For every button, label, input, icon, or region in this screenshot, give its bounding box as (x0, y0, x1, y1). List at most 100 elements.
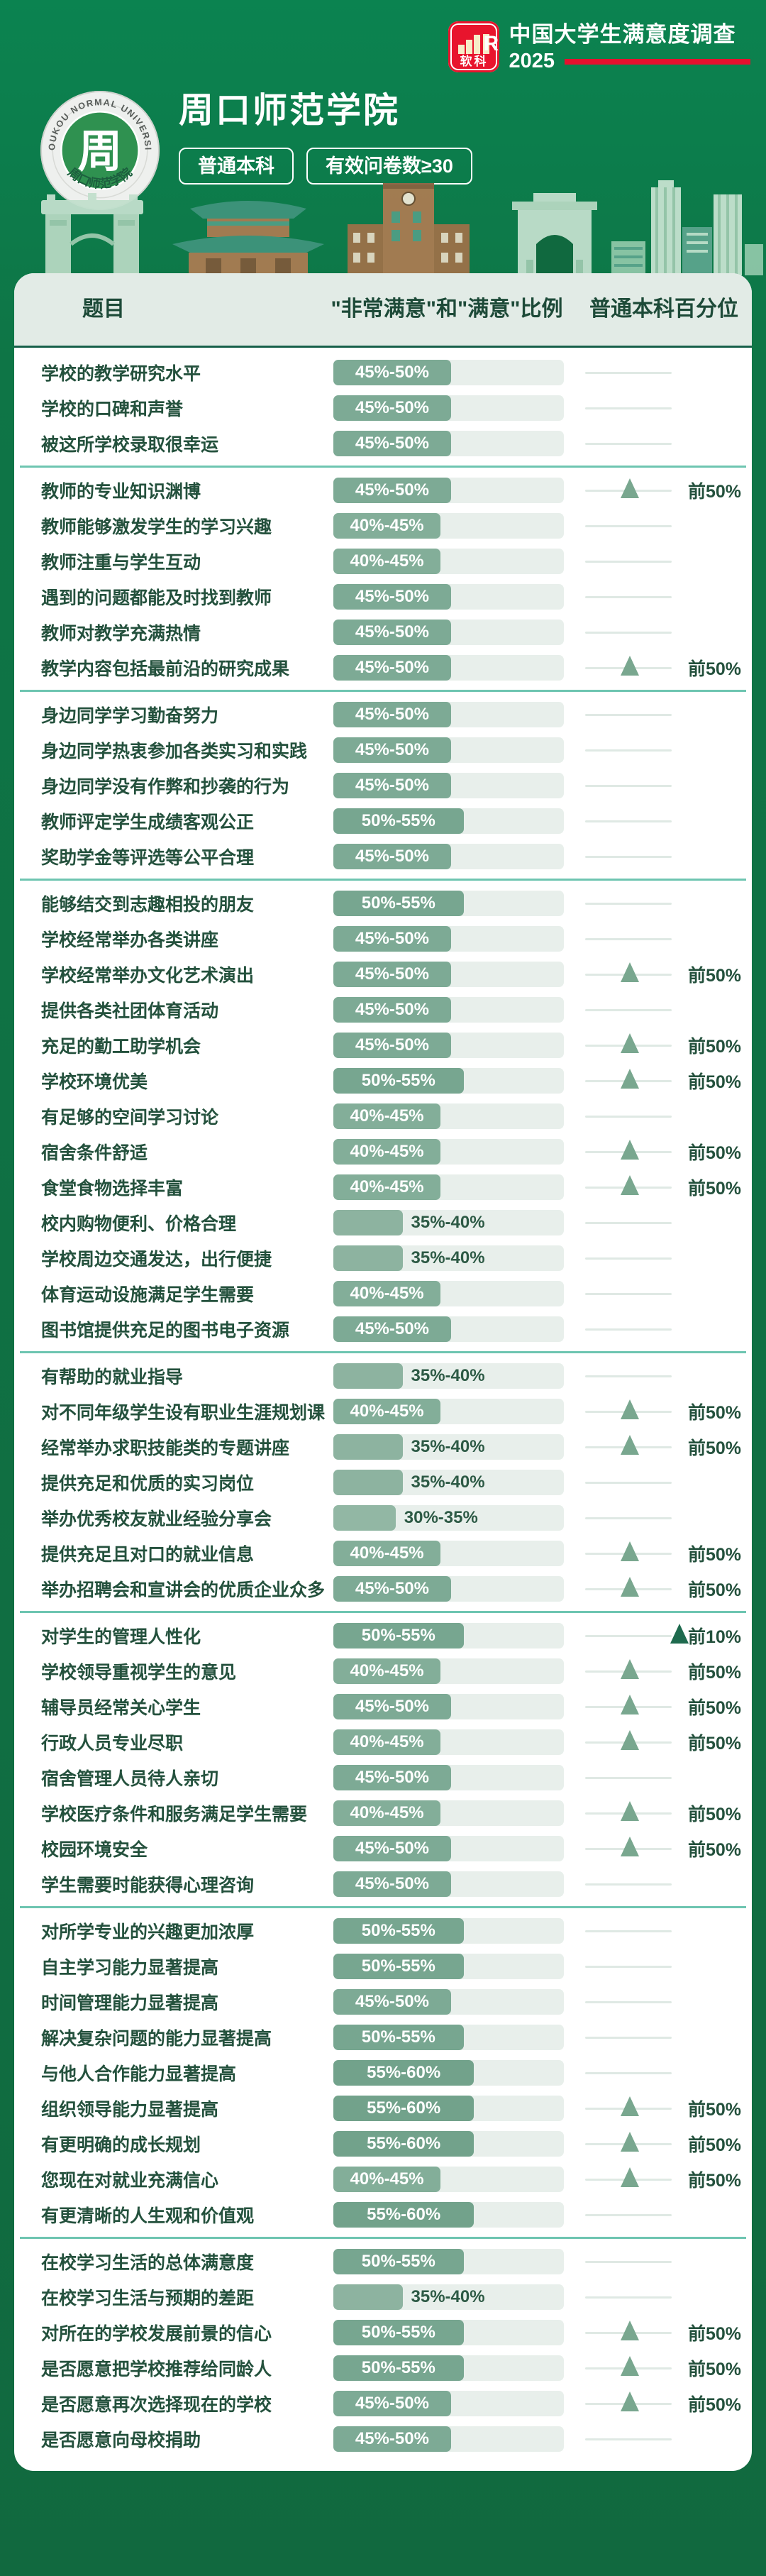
question-label: 学校经常举办文化艺术演出 (41, 966, 255, 986)
question-label: 对所在的学校发展前景的信心 (41, 2324, 272, 2344)
satisfaction-bar-fill: 45%-50% (333, 1576, 451, 1602)
table-row: 经常举办求职技能类的专题讲座 35%-40% 前50% (14, 1429, 752, 1465)
satisfaction-bar-fill: 45%-50% (333, 431, 451, 456)
percentile-cell (585, 1949, 752, 1984)
table-row: 体育运动设施满足学生需要 40%-45% (14, 1276, 752, 1311)
percentile-cell: 前50% (585, 1169, 752, 1205)
percentile-cell (585, 390, 752, 426)
table-row: 提供充足且对口的就业信息 40%-45% 前50% (14, 1536, 752, 1571)
question-label: 校内购物便利、价格合理 (41, 1214, 237, 1234)
percentile-cell: 前50% (585, 650, 752, 686)
table-row: 学校周边交通发达，出行便捷 35%-40% (14, 1240, 752, 1276)
satisfaction-bar: 40%-45% (333, 1174, 564, 1200)
percentile-line (585, 1965, 672, 1968)
satisfaction-bar: 30%-35% (333, 1505, 564, 1531)
percentile-label: 前50% (688, 2171, 742, 2191)
percentile-cell (585, 1311, 752, 1347)
satisfaction-bar-fill: 40%-45% (333, 513, 441, 539)
question-label: 学校的口碑和声誉 (41, 400, 184, 419)
percentile-cell (585, 1760, 752, 1795)
satisfaction-bar-fill: 45%-50% (333, 620, 451, 645)
percentile-cell (585, 732, 752, 768)
question-label: 有更清晰的人生观和价值观 (41, 2206, 255, 2226)
question-label: 辅导员经常关心学生 (41, 1698, 201, 1718)
table-row: 对所学专业的兴趣更加浓厚 50%-55% (14, 1913, 752, 1949)
satisfaction-range-label: 35%-40% (411, 1248, 485, 1267)
percentile-label: 前50% (688, 2360, 742, 2379)
satisfaction-range-label: 35%-40% (411, 1213, 485, 1232)
question-label: 遇到的问题都能及时找到教师 (41, 588, 272, 608)
percentile-cell (585, 886, 752, 921)
percentile-cell (585, 921, 752, 957)
satisfaction-bar-fill: 40%-45% (333, 1800, 441, 1826)
satisfaction-bar: 35%-40% (333, 1470, 564, 1495)
section-divider (14, 874, 752, 886)
satisfaction-bar: 35%-40% (333, 1363, 564, 1389)
satisfaction-bar: 50%-55% (333, 2320, 564, 2345)
question-label: 食堂食物选择丰富 (41, 1179, 184, 1199)
table-row: 有更清晰的人生观和价值观 55%-60% (14, 2197, 752, 2233)
table-row: 校内购物便利、价格合理 35%-40% (14, 1205, 752, 1240)
table-row: 学校环境优美 50%-55% 前50% (14, 1063, 752, 1099)
satisfaction-bar-fill: 45%-50% (333, 2391, 451, 2416)
satisfaction-bar-fill: 45%-50% (333, 702, 451, 727)
survey-year: 2025 (509, 50, 555, 72)
question-label: 学校经常举办各类讲座 (41, 930, 219, 950)
satisfaction-bar-fill: 45%-50% (333, 360, 451, 385)
percentile-line (585, 820, 672, 822)
satisfaction-bar: 35%-40% (333, 1210, 564, 1235)
satisfaction-bar: 50%-55% (333, 1954, 564, 1979)
question-label: 身边同学学习勤奋努力 (41, 706, 219, 726)
percentile-cell (585, 992, 752, 1028)
percentile-line (585, 2071, 672, 2074)
satisfaction-bar-fill (333, 1505, 396, 1531)
question-label: 行政人员专业尽职 (41, 1734, 184, 1754)
satisfaction-bar: 35%-40% (333, 1245, 564, 1271)
satisfaction-bar: 45%-50% (333, 997, 564, 1023)
question-label: 学校的教学研究水平 (41, 364, 201, 384)
table-row: 充足的勤工助学机会 45%-50% 前50% (14, 1028, 752, 1063)
table-row: 教师的专业知识渊博 45%-50% 前50% (14, 473, 752, 508)
percentile-line (585, 1328, 672, 1331)
satisfaction-bar: 45%-50% (333, 1989, 564, 2015)
percentile-cell: 前50% (585, 1689, 752, 1724)
question-label: 学校环境优美 (41, 1072, 148, 1092)
satisfaction-bar: 45%-50% (333, 478, 564, 503)
satisfaction-bar-fill: 40%-45% (333, 549, 441, 574)
percentile-line (585, 749, 672, 752)
table-row: 教师注重与学生互动 40%-45% (14, 544, 752, 579)
percentile-cell: 前50% (585, 1063, 752, 1099)
table-row: 身边同学学习勤奋努力 45%-50% (14, 697, 752, 732)
percentile-cell (585, 1465, 752, 1500)
table-row: 组织领导能力显著提高 55%-60% 前50% (14, 2091, 752, 2126)
satisfaction-bar-fill: 45%-50% (333, 997, 451, 1023)
campus-skyline (41, 180, 763, 275)
percentile-cell (585, 1913, 752, 1949)
percentile-cell (585, 1099, 752, 1134)
question-label: 在校学习生活与预期的差距 (41, 2289, 255, 2308)
question-label: 在校学习生活的总体满意度 (41, 2253, 255, 2273)
question-label: 图书馆提供充足的图书电子资源 (41, 1321, 290, 1341)
table-row: 学校医疗条件和服务满足学生需要 40%-45% 前50% (14, 1795, 752, 1831)
satisfaction-bar: 55%-60% (333, 2096, 564, 2121)
satisfaction-bar: 50%-55% (333, 808, 564, 834)
table-row: 对所在的学校发展前景的信心 50%-55% 前50% (14, 2315, 752, 2350)
satisfaction-bar-fill: 45%-50% (333, 655, 451, 681)
percentile-triangle-icon (621, 1033, 639, 1053)
satisfaction-bar-fill (333, 1470, 403, 1495)
percentile-label: 前50% (688, 482, 742, 502)
section-divider (14, 1902, 752, 1913)
question-label: 身边同学热衷参加各类实习和实践 (41, 742, 308, 761)
satisfaction-bar-fill: 50%-55% (333, 891, 464, 916)
percentile-cell: 前50% (585, 957, 752, 992)
satisfaction-bar-fill: 45%-50% (333, 1871, 451, 1897)
satisfaction-bar-fill (333, 1245, 403, 1271)
table-header: 题目 "非常满意"和"满意"比例 普通本科百分位 (14, 273, 752, 348)
table-row: 学校经常举办文化艺术演出 45%-50% 前50% (14, 957, 752, 992)
satisfaction-bar-fill: 55%-60% (333, 2096, 474, 2121)
percentile-triangle-icon (621, 1659, 639, 1679)
satisfaction-bar: 50%-55% (333, 2355, 564, 2381)
question-label: 学校领导重视学生的意见 (41, 1663, 237, 1683)
section-divider (14, 686, 752, 697)
table-row: 有更明确的成长规划 55%-60% 前50% (14, 2126, 752, 2162)
